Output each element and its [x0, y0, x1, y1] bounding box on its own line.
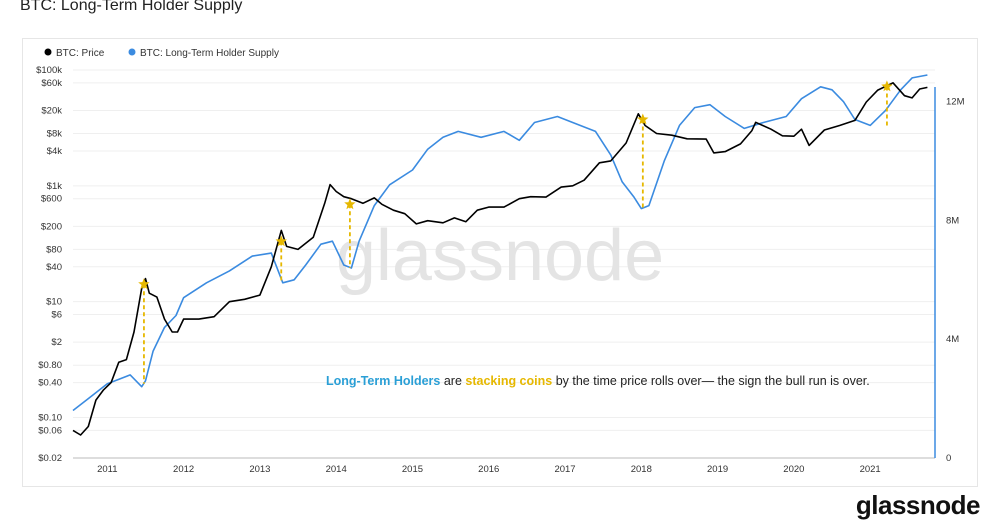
x-tick-label: 2019: [707, 464, 728, 475]
chart-panel: [22, 38, 978, 487]
annotation: Long-Term Holders are stacking coins by …: [326, 374, 870, 388]
annotation-part3: stacking coins: [465, 374, 552, 388]
y-left-tick-label: $600: [41, 194, 62, 205]
y-left-tick-label: $100k: [36, 65, 62, 76]
y-left-axis-ticks: $100k $60k $20k $8k $4k $1k $600 $200 $80 $40 $10 $…: [36, 65, 62, 464]
y-left-tick-label: $8k: [47, 129, 63, 140]
annotation-part2: are: [440, 374, 465, 388]
y-left-tick-label: $20k: [41, 105, 62, 116]
watermark: glassnode: [336, 216, 664, 296]
marker-star: [344, 198, 356, 210]
y-right-tick-label: 8M: [946, 215, 959, 226]
series-price-line: [72, 82, 928, 436]
grid-lines: [73, 69, 935, 459]
y-left-tick-label: $200: [41, 221, 62, 232]
legend-price-label[interactable]: BTC: Price: [56, 48, 105, 59]
y-left-tick-label: $60k: [41, 78, 62, 89]
marker-star: [275, 235, 287, 247]
x-axis-ticks: 2011 2012 2013 2014 2015 2016 2017 2018 2019 2020…: [97, 464, 881, 475]
x-tick-label: 2020: [783, 464, 804, 475]
y-left-tick-label: $2: [51, 337, 62, 348]
x-tick-label: 2017: [554, 464, 575, 475]
y-right-tick-label: 12M: [946, 97, 965, 108]
marker-star: [138, 278, 150, 290]
legend[interactable]: BTC: Price BTC: Long-Term Holder Supply: [44, 48, 279, 59]
y-left-tick-label: $80: [46, 244, 62, 255]
y-left-tick-label: $0.02: [38, 453, 62, 464]
x-tick-label: 2016: [478, 464, 499, 475]
x-tick-label: 2011: [97, 464, 117, 475]
y-left-tick-label: $0.06: [38, 425, 62, 436]
x-tick-label: 2013: [249, 464, 270, 475]
y-left-tick-label: $4k: [47, 146, 63, 157]
chart-title: BTC: Long-Term Holder Supply: [20, 0, 243, 14]
y-right-axis-ticks: 12M 8M 4M 0: [934, 87, 965, 464]
marker-star: [637, 113, 649, 125]
brand-logo: glassnode: [855, 490, 981, 520]
x-tick-label: 2021: [860, 464, 881, 475]
annotation-part4: by the time price rolls over— the sign t…: [552, 374, 870, 388]
series-supply-line: [72, 74, 928, 412]
y-right-tick-label: 4M: [946, 334, 959, 345]
legend-supply-dot: [128, 48, 136, 56]
chart-svg: glassnode 2011 2012 2013 2014 2015 2016 2017 20…: [36, 48, 965, 475]
y-left-tick-label: $40: [46, 262, 62, 273]
y-left-tick-label: $0.80: [38, 360, 62, 371]
y-left-tick-label: $0.40: [38, 378, 62, 389]
x-tick-label: 2014: [326, 464, 347, 475]
x-tick-label: 2012: [173, 464, 194, 475]
markers-group: [138, 80, 893, 384]
legend-price-dot: [44, 48, 52, 56]
y-left-tick-label: $6: [51, 310, 62, 321]
legend-supply-label[interactable]: BTC: Long-Term Holder Supply: [140, 48, 279, 59]
marker-star: [881, 80, 893, 92]
annotation-part1: Long-Term Holders: [326, 374, 440, 388]
y-left-tick-label: $10: [46, 297, 62, 308]
series-group: [72, 74, 928, 436]
y-left-tick-label: $0.10: [38, 413, 62, 424]
y-left-tick-label: $1k: [47, 181, 63, 192]
y-right-tick-label: 0: [946, 453, 951, 464]
x-tick-label: 2018: [631, 464, 652, 475]
x-tick-label: 2015: [402, 464, 423, 475]
